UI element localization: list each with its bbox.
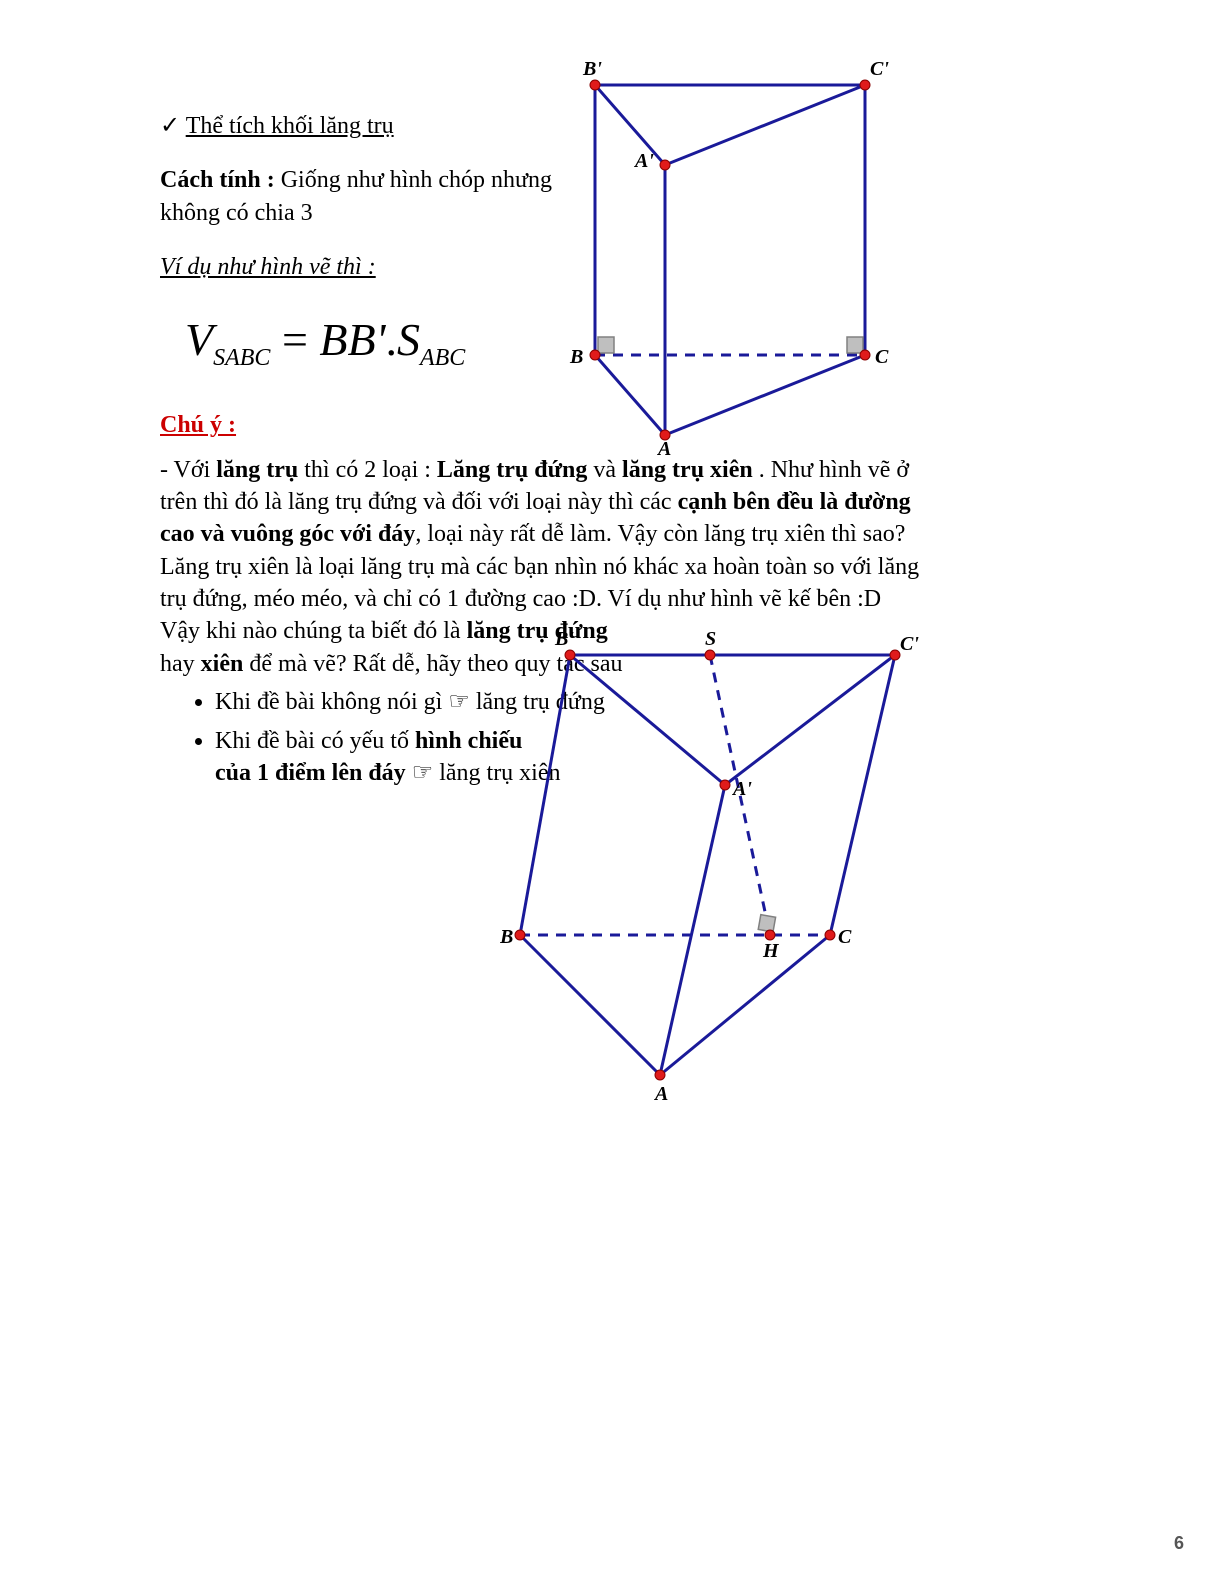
calc-label: Cách tính : bbox=[160, 167, 275, 193]
check-icon: ✓ bbox=[160, 113, 180, 139]
svg-text:S: S bbox=[705, 628, 716, 650]
body-p1: - Với lăng trụ thì có 2 loại : Lăng trụ … bbox=[160, 454, 950, 616]
pointing-hand-icon: ☞ bbox=[448, 689, 470, 715]
section-title: Thể tích khối lăng trụ bbox=[186, 113, 394, 139]
svg-text:B': B' bbox=[582, 58, 602, 80]
left-column: ✓ Thể tích khối lăng trụ Cách tính : Giố… bbox=[160, 110, 610, 442]
svg-text:A: A bbox=[656, 438, 671, 455]
svg-text:A': A' bbox=[731, 778, 752, 800]
svg-text:C: C bbox=[875, 346, 889, 368]
svg-text:B: B bbox=[500, 926, 513, 948]
pointing-hand-icon: ☞ bbox=[412, 760, 434, 786]
figure-right-prism: B' C' A' B C A bbox=[560, 55, 920, 455]
note-heading: Chú ý : bbox=[160, 409, 610, 441]
svg-text:A': A' bbox=[633, 150, 654, 172]
svg-text:B: B bbox=[569, 346, 583, 368]
svg-text:B': B' bbox=[554, 628, 574, 650]
volume-formula: VSABC = BB'.SABC bbox=[185, 309, 610, 375]
figure-oblique-prism: B' S C' A' B H C A bbox=[500, 625, 920, 1125]
svg-text:A: A bbox=[653, 1083, 668, 1105]
svg-text:C': C' bbox=[870, 58, 889, 80]
page-number: 6 bbox=[1174, 1533, 1184, 1554]
example-line: Ví dụ như hình vẽ thì : bbox=[160, 251, 610, 283]
svg-text:C: C bbox=[838, 926, 852, 948]
svg-text:H: H bbox=[762, 940, 780, 962]
page: B' C' A' B C A bbox=[0, 0, 1224, 855]
svg-text:C': C' bbox=[900, 633, 919, 655]
calc-line: Cách tính : Giống như hình chóp nhưng kh… bbox=[160, 164, 610, 229]
section-heading: ✓ Thể tích khối lăng trụ bbox=[160, 110, 610, 142]
